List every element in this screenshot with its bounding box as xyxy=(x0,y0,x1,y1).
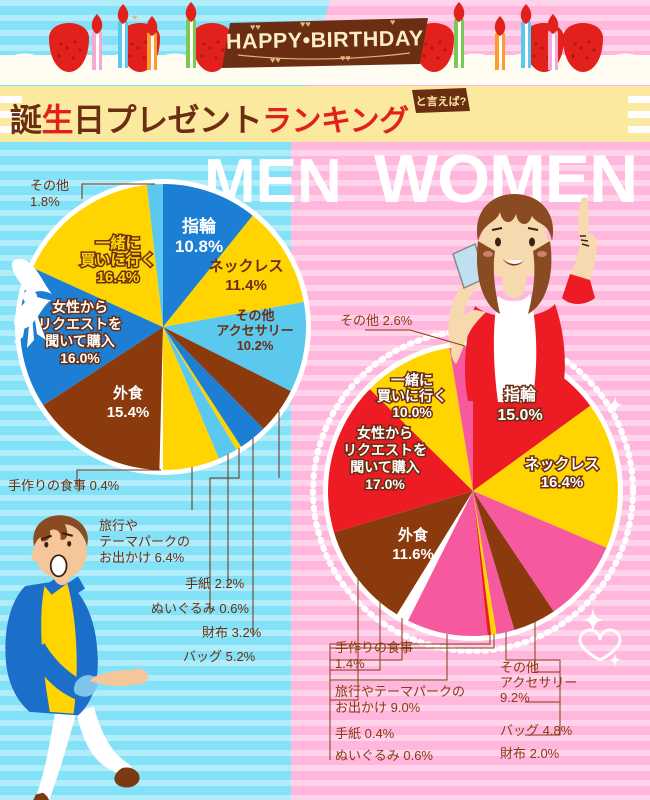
svg-text:外食: 外食 xyxy=(112,384,144,402)
svg-text:手作りの食事 0.4%: 手作りの食事 0.4% xyxy=(8,478,120,493)
svg-text:リクエストを: リクエストを xyxy=(343,442,427,458)
svg-text:17.0%: 17.0% xyxy=(365,476,405,492)
svg-text:15.4%: 15.4% xyxy=(107,404,150,421)
svg-text:手紙 0.4%: 手紙 0.4% xyxy=(335,726,395,741)
svg-text:バッグ 5.2%: バッグ 5.2% xyxy=(183,649,256,664)
svg-text:財布 2.0%: 財布 2.0% xyxy=(500,746,560,761)
svg-text:11.4%: 11.4% xyxy=(225,277,267,294)
svg-text:聞いて購入: 聞いて購入 xyxy=(350,459,420,475)
svg-text:9.2%: 9.2% xyxy=(500,690,530,705)
svg-text:買いに行く: 買いに行く xyxy=(80,251,155,269)
svg-text:ネックレス: ネックレス xyxy=(524,456,599,473)
svg-text:10.8%: 10.8% xyxy=(175,237,223,256)
svg-text:その他 2.6%: その他 2.6% xyxy=(340,313,413,328)
svg-text:バッグ 4.8%: バッグ 4.8% xyxy=(500,723,573,738)
svg-text:外食: 外食 xyxy=(397,526,429,544)
svg-text:手紙 2.2%: 手紙 2.2% xyxy=(185,576,245,591)
svg-text:16.0%: 16.0% xyxy=(60,350,100,366)
svg-text:ぬいぐるみ 0.6%: ぬいぐるみ 0.6% xyxy=(335,748,433,763)
svg-text:アクセサリー: アクセサリー xyxy=(216,323,293,338)
svg-text:15.0%: 15.0% xyxy=(497,407,542,424)
svg-text:11.6%: 11.6% xyxy=(392,546,434,563)
svg-text:その他: その他 xyxy=(235,308,274,323)
svg-text:10.2%: 10.2% xyxy=(237,338,274,353)
svg-text:テーマパークの: テーマパークの xyxy=(99,534,190,549)
svg-text:旅行や: 旅行や xyxy=(99,518,138,533)
svg-text:聞いて購入: 聞いて購入 xyxy=(45,333,115,349)
svg-text:10.0%: 10.0% xyxy=(392,404,432,420)
svg-text:ぬいぐるみ 0.6%: ぬいぐるみ 0.6% xyxy=(151,601,249,616)
svg-text:指輪: 指輪 xyxy=(504,385,537,404)
svg-text:お出かけ 9.0%: お出かけ 9.0% xyxy=(335,700,421,715)
svg-text:女性から: 女性から xyxy=(357,425,413,441)
svg-text:16.4%: 16.4% xyxy=(97,269,140,286)
svg-text:16.4%: 16.4% xyxy=(541,474,584,491)
svg-text:手作りの食事: 手作りの食事 xyxy=(335,640,413,655)
svg-text:その他: その他 xyxy=(30,178,69,193)
svg-text:一緒に: 一緒に xyxy=(95,234,140,252)
svg-text:その他: その他 xyxy=(500,660,539,675)
svg-text:旅行やテーマパークの: 旅行やテーマパークの xyxy=(335,684,465,699)
svg-text:指輪: 指輪 xyxy=(182,216,217,236)
svg-text:リクエストを: リクエストを xyxy=(38,316,122,332)
svg-text:財布 3.2%: 財布 3.2% xyxy=(202,625,262,640)
svg-text:女性から: 女性から xyxy=(52,299,108,315)
svg-text:1.4%: 1.4% xyxy=(335,656,365,671)
svg-text:一緒に: 一緒に xyxy=(391,372,433,388)
svg-text:アクセサリー: アクセサリー xyxy=(500,675,577,690)
svg-text:買いに行く: 買いに行く xyxy=(377,388,447,404)
svg-text:お出かけ 6.4%: お出かけ 6.4% xyxy=(99,550,185,565)
svg-text:1.8%: 1.8% xyxy=(30,194,60,209)
svg-text:ネックレス: ネックレス xyxy=(208,258,283,275)
